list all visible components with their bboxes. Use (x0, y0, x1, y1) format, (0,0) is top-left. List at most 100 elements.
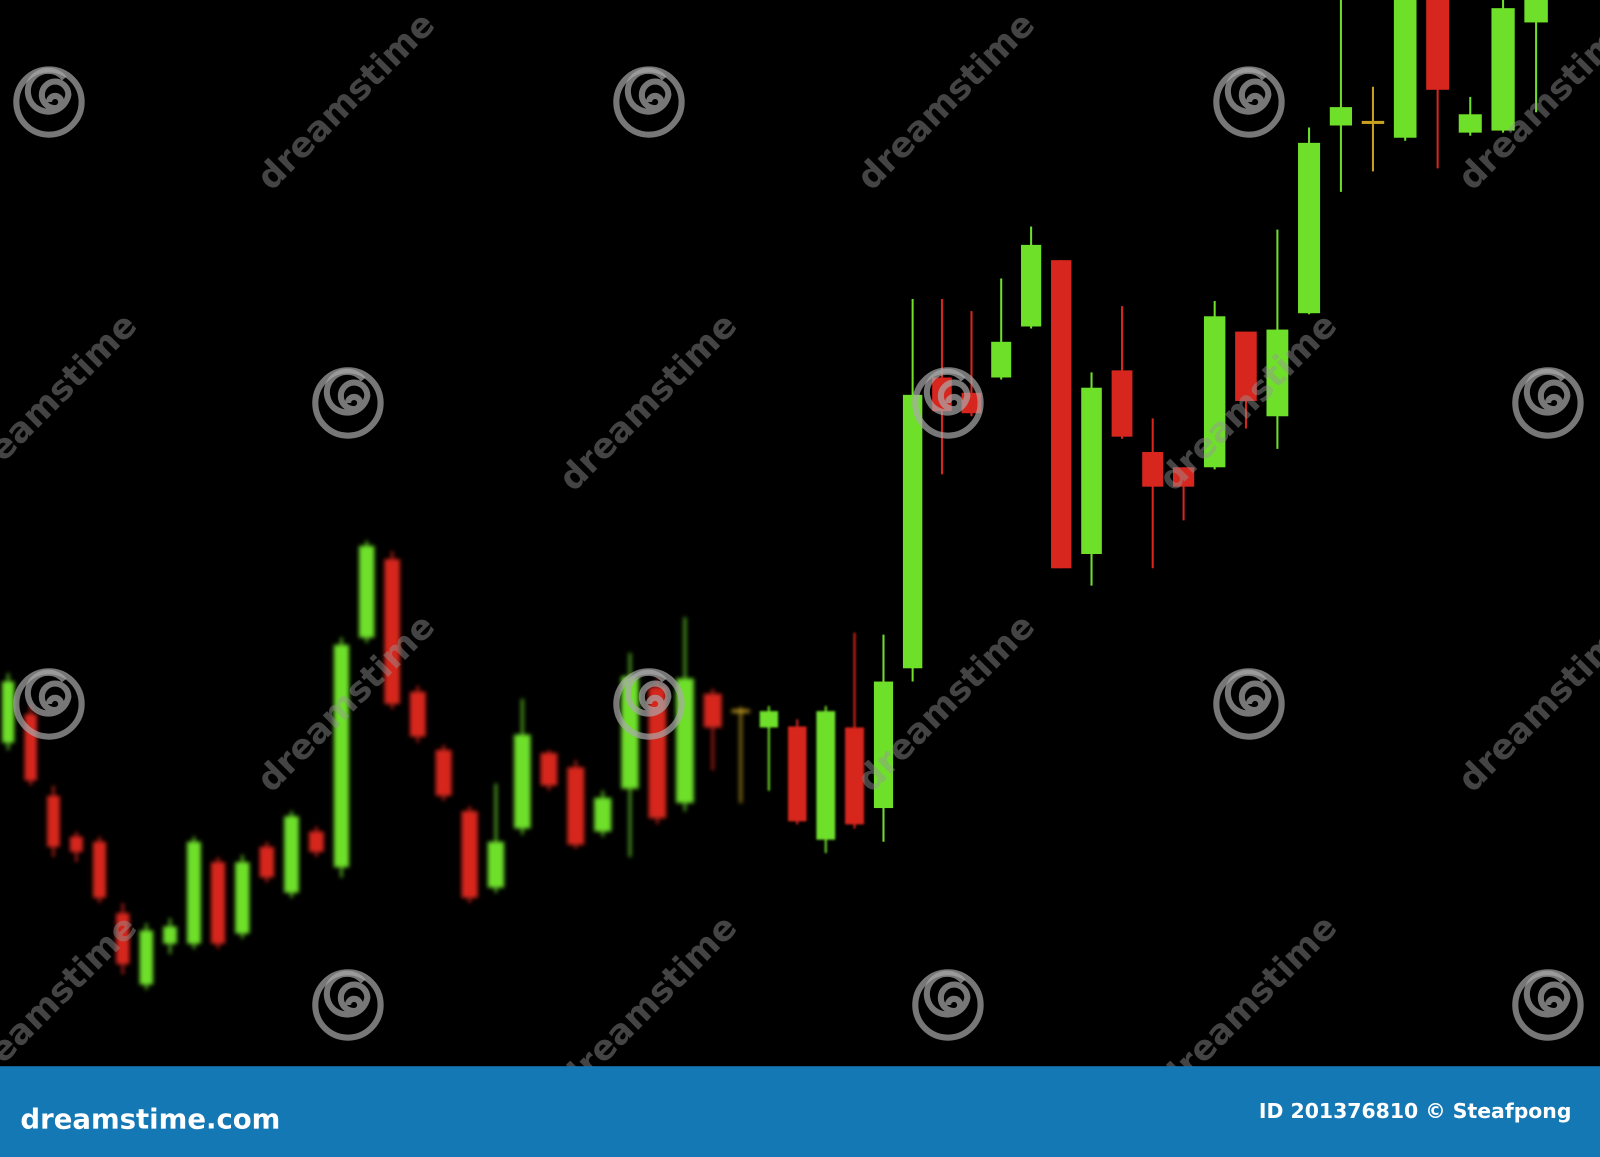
logo-spiral (923, 368, 971, 416)
candle-body (873, 681, 894, 809)
candle-body (487, 841, 505, 888)
candle (540, 749, 558, 791)
candle (211, 857, 226, 949)
logo-spiral (323, 970, 371, 1018)
logo-spiral (24, 67, 72, 115)
candle-body (1298, 142, 1321, 314)
logo-spiral (624, 669, 672, 717)
candle-body (1081, 387, 1102, 555)
candle (24, 703, 37, 786)
candle-body (1111, 370, 1133, 437)
candle (1203, 300, 1226, 470)
watermark-logo (1512, 367, 1584, 439)
candle-body (47, 795, 60, 847)
candle-body (787, 726, 807, 822)
logo-spiral (323, 368, 371, 416)
candle-body (139, 930, 154, 985)
candle (1021, 226, 1042, 329)
candle (2, 673, 15, 750)
candle (139, 923, 154, 990)
candle (69, 831, 83, 863)
watermark-logo (312, 969, 384, 1041)
watermark-logo (613, 66, 685, 138)
logo-spiral (24, 669, 72, 717)
candle-body (2, 681, 15, 743)
candle-body (731, 709, 750, 713)
watermark-logo (1213, 668, 1285, 740)
candle-body (359, 545, 375, 638)
candle-body (1426, 0, 1450, 90)
candle (92, 836, 107, 903)
candle (487, 783, 505, 893)
candle-body (1021, 244, 1042, 327)
candle-body (1458, 114, 1482, 133)
candle-body (594, 797, 612, 832)
candle (1266, 229, 1289, 449)
candle-body (308, 831, 324, 852)
candle-body (384, 559, 400, 704)
logo-spiral (1523, 970, 1571, 1018)
candle (787, 719, 807, 825)
candle (163, 918, 177, 954)
candle-body (1266, 329, 1289, 417)
watermark-logo (13, 668, 85, 740)
candle (1491, 0, 1515, 133)
candle-body (259, 846, 275, 878)
candles (2, 0, 1548, 990)
candle (409, 685, 426, 743)
chart-background (0, 0, 1600, 1066)
candle-body (759, 711, 779, 728)
candle-body (92, 841, 107, 898)
candle (991, 278, 1012, 380)
candle-body (1172, 467, 1195, 487)
candle (902, 298, 923, 682)
candle-body (1361, 120, 1385, 124)
candle (1426, 0, 1450, 169)
candle-body (1393, 0, 1417, 138)
candle-body (1235, 331, 1257, 401)
candle-body (1524, 0, 1548, 23)
candle (116, 902, 130, 975)
candle (514, 698, 531, 835)
candle-body (163, 926, 177, 944)
candle-body (1491, 8, 1515, 131)
candle-body (409, 691, 426, 737)
candle (1524, 0, 1548, 113)
candle-body (333, 644, 349, 868)
candle-body (1329, 107, 1353, 126)
candle (1235, 331, 1257, 429)
candle-body (187, 841, 201, 944)
candle (461, 806, 478, 903)
candle (816, 706, 836, 853)
candle-body (461, 811, 478, 898)
candle (259, 841, 275, 883)
candle (1051, 260, 1072, 569)
candle (648, 678, 667, 825)
footer-bar (0, 1066, 1600, 1157)
logo-spiral (1224, 67, 1272, 115)
footer-site: dreamstime.com (20, 1103, 280, 1135)
candle (435, 744, 452, 801)
watermark-logo (912, 969, 984, 1041)
candle-body (1051, 260, 1072, 569)
watermark-logo (312, 367, 384, 439)
logo-spiral (1523, 368, 1571, 416)
candle-body (648, 686, 667, 819)
candle (1111, 306, 1133, 439)
candle (1172, 467, 1195, 521)
watermark-logo (613, 668, 685, 740)
watermark-logo (13, 66, 85, 138)
candle (47, 785, 60, 858)
candle (1298, 127, 1321, 315)
candle-body (902, 394, 923, 669)
candle (873, 634, 894, 842)
candle (308, 826, 324, 858)
watermark-logo (912, 367, 984, 439)
candle-body (284, 816, 299, 893)
candle (1329, 0, 1353, 192)
candle-body (235, 862, 250, 934)
candle (594, 790, 612, 837)
candle-body (211, 862, 226, 944)
